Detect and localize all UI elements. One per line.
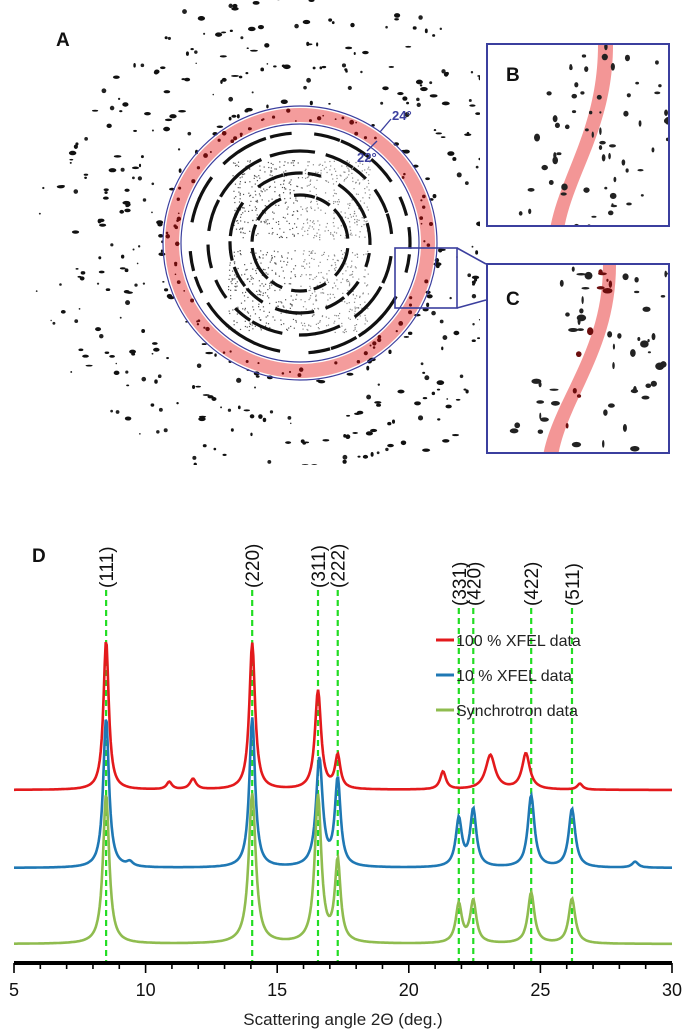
reflection-label: (220) bbox=[243, 544, 264, 588]
reflection-label: (420) bbox=[464, 562, 485, 606]
reflection-label: (222) bbox=[329, 544, 350, 588]
highlight-ring bbox=[165, 108, 435, 378]
series-1 bbox=[14, 717, 672, 869]
x-tick-label: 5 bbox=[9, 980, 19, 1000]
angle-label-24: 24° bbox=[392, 108, 412, 123]
legend-entry: 100 % XFEL data bbox=[456, 633, 581, 650]
diffraction-rings bbox=[35, 0, 480, 465]
series-line bbox=[14, 717, 672, 869]
angle-label-22: 22° bbox=[357, 150, 377, 165]
inset-b-image bbox=[518, 45, 668, 225]
arrow-22 bbox=[366, 140, 378, 152]
panel-label-c: C bbox=[506, 289, 520, 310]
reflection-label: (511) bbox=[563, 563, 584, 606]
series-line bbox=[14, 641, 672, 792]
reflection-label: (331) bbox=[450, 562, 471, 606]
ring-24-deg bbox=[162, 105, 438, 381]
x-axis: 5 10 15 20 25 30 Scattering angle 2Θ (deg.) bbox=[9, 961, 682, 1029]
series-2 bbox=[14, 793, 672, 946]
zoom-box bbox=[394, 247, 458, 309]
inset-c: C bbox=[486, 263, 670, 454]
powder-diffraction-chart: (111) (220) (311)(222) (331)(420) (422) (511)… bbox=[9, 544, 682, 1029]
ring-22-deg bbox=[180, 123, 420, 363]
highlight-band bbox=[550, 45, 613, 225]
inset-b: B bbox=[486, 43, 670, 227]
panel-label-d: D bbox=[32, 546, 46, 567]
legend-entry: 10 % XFEL data bbox=[456, 668, 572, 685]
inset-c-image bbox=[509, 265, 668, 452]
highlight-band bbox=[543, 265, 616, 452]
detector-tiles bbox=[228, 160, 371, 334]
reflection-label: (311) bbox=[309, 545, 330, 588]
x-tick-label: 10 bbox=[136, 980, 156, 1000]
series-0 bbox=[14, 641, 672, 792]
legend: 100 % XFEL data 10 % XFEL data Synchrotron… bbox=[436, 633, 581, 720]
arrow-24 bbox=[379, 118, 392, 133]
x-axis-label: Scattering angle 2Θ (deg.) bbox=[243, 1010, 442, 1029]
series-line bbox=[14, 793, 672, 946]
panel-label-b: B bbox=[506, 65, 520, 86]
x-tick-label: 30 bbox=[662, 980, 682, 1000]
x-tick-label: 20 bbox=[399, 980, 419, 1000]
reflection-label: (111) bbox=[97, 546, 118, 588]
panel-label-a: A bbox=[56, 30, 70, 51]
reflection-label: (422) bbox=[522, 562, 543, 606]
legend-entry: Synchrotron data bbox=[456, 703, 578, 720]
x-tick-label: 15 bbox=[267, 980, 287, 1000]
x-tick-label: 25 bbox=[530, 980, 550, 1000]
diffraction-pattern: 24° 22° bbox=[35, 0, 480, 465]
